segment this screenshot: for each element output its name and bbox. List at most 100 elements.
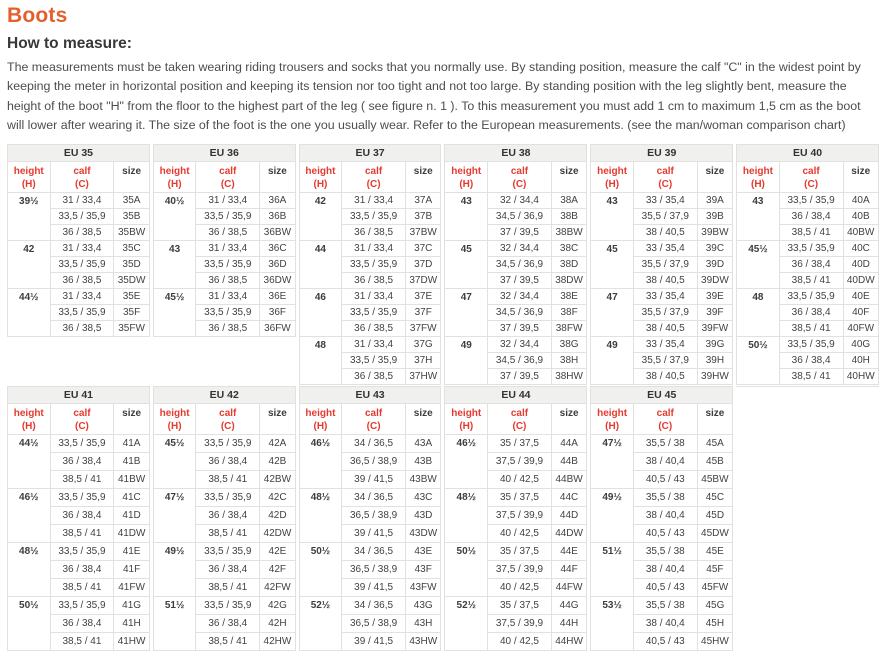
calf-cell: 33 / 35,4: [632, 336, 698, 354]
calf-cell: 33,5 / 35,9: [195, 304, 261, 322]
calf-cell: 37,5 / 39,9: [487, 452, 552, 472]
calf-label: calf: [510, 166, 529, 178]
size-cell: 43BW: [405, 470, 442, 490]
eu-size-header: EU 36: [152, 144, 296, 163]
height-cell: 48: [736, 288, 780, 338]
height-label: height: [159, 408, 190, 420]
table-row: 36 / 38,4 40D: [737, 256, 879, 274]
calf-cell: 38,5 / 41: [49, 470, 115, 490]
calf-cell: 36 / 38,5: [49, 272, 115, 290]
calf-cell: 38 / 40,4: [632, 614, 698, 634]
table-row: 38,5 / 41 40HW: [737, 368, 879, 386]
table-row: 37,5 / 39,9 44H: [445, 614, 588, 634]
table-row: 33,5 / 35,9 35B: [8, 208, 150, 226]
table-row: 51½ 33,5 / 35,9 42G: [152, 596, 296, 651]
height-column-header: height (H): [298, 161, 343, 194]
height-cell: 47: [444, 288, 489, 338]
size-column-header: size: [113, 161, 150, 194]
table-row: EU 36: [152, 144, 296, 163]
size-cell: 36E: [259, 288, 296, 306]
table-row: 33,5 / 35,9 36F: [153, 304, 296, 322]
size-cell: 44HW: [550, 632, 588, 651]
table-row: 40 / 42,5 44FW: [445, 578, 588, 598]
calf-cell: 38,5 / 41: [778, 320, 844, 338]
size-column-header: size: [550, 161, 588, 194]
calf-cell: 33,5 / 35,9: [195, 208, 261, 226]
height-column-header: height (H): [444, 403, 489, 436]
calf-sub-label: (C): [220, 179, 235, 191]
calf-cell: 37 / 39,5: [487, 320, 552, 338]
size-cell: 45D: [696, 506, 734, 526]
size-cell: 39BW: [696, 224, 734, 242]
calf-cell: 38,5 / 41: [195, 524, 261, 544]
table-row: 47 33 / 35,4 39E: [590, 288, 734, 338]
size-cell: 45HW: [696, 632, 734, 651]
table-row: 40 / 42,5 44HW: [445, 632, 588, 651]
height-cell: 50½: [736, 336, 780, 386]
calf-cell: 32 / 34,4: [487, 192, 552, 210]
calf-sub-label: (C): [512, 179, 527, 191]
table-row: EU 40: [736, 144, 879, 163]
height-cell: 42: [7, 240, 51, 290]
calf-cell: 38,5 / 41: [778, 272, 844, 290]
size-group-eu-40: EU 40 height (H) calf (C) size 43 33,5 / 35,9 40…: [736, 144, 879, 386]
calf-cell: 38,5 / 41: [49, 578, 115, 598]
table-row: 48 33,5 / 35,9 40E: [736, 288, 879, 338]
calf-cell: 33,5 / 35,9: [341, 304, 407, 322]
table-row: 36 / 38,5 37HW: [299, 368, 442, 386]
calf-label: calf: [219, 408, 237, 420]
height-cell: 46½: [444, 434, 489, 490]
size-cell: 35E: [113, 288, 150, 306]
height-cell: 42: [298, 192, 343, 242]
size-cell: 42H: [259, 614, 296, 634]
size-cell: 42G: [259, 596, 296, 616]
calf-cell: 37 / 39,5: [487, 224, 552, 242]
measure-instructions: The measurements must be taken wearing r…: [7, 60, 861, 133]
calf-cell: 38,5 / 41: [49, 524, 115, 544]
calf-column-header: calf (C): [341, 161, 407, 194]
size-cell: 36A: [259, 192, 296, 210]
table-row: 35,5 / 37,9 39D: [591, 256, 734, 274]
height-cell: 50½: [444, 542, 489, 598]
size-cell: 40B: [842, 208, 879, 226]
calf-cell: 36 / 38,4: [49, 506, 115, 526]
size-cell: 40F: [842, 304, 879, 322]
calf-cell: 38,5 / 41: [195, 470, 261, 490]
table-row: 49½ 33,5 / 35,9 42E: [152, 542, 296, 598]
size-cell: 41D: [113, 506, 150, 526]
table-row: 47½ 35,5 / 38 45A: [590, 434, 734, 490]
calf-cell: 40,5 / 43: [632, 578, 698, 598]
size-group-eu-35: EU 35 height (H) calf (C) size 39½ 31 / 33,4 35A…: [7, 144, 150, 338]
height-cell: 46½: [7, 488, 51, 544]
table-row: EU 42: [152, 386, 296, 405]
calf-column-header: calf (C): [195, 403, 261, 436]
table-row: 34,5 / 36,9 38D: [445, 256, 588, 274]
table-row: 36 / 38,4 41D: [8, 506, 150, 526]
table-row: 43 31 / 33,4 36C: [152, 240, 296, 290]
size-cell: 41DW: [113, 524, 150, 544]
size-cell: 42HW: [259, 632, 296, 651]
table-row: 36 / 38,5 35DW: [8, 272, 150, 290]
calf-column-header: calf (C): [195, 161, 261, 194]
calf-cell: 35,5 / 37,9: [632, 208, 698, 226]
size-column-header: size: [405, 403, 442, 436]
size-table-eu35-40: EU 35 height (H) calf (C) size 39½ 31 / 33,4 35A…: [7, 144, 879, 386]
table-row: 49½ 35,5 / 38 45C: [590, 488, 734, 544]
calf-cell: 38 / 40,5: [632, 224, 698, 242]
height-sub-label: (H): [605, 421, 620, 433]
height-cell: 45: [444, 240, 489, 290]
table-row: height (H) calf (C) size: [444, 403, 588, 436]
eu-size-header: EU 44: [444, 386, 588, 405]
size-cell: 38FW: [550, 320, 588, 338]
size-cell: 38H: [550, 352, 588, 370]
size-cell: 40FW: [842, 320, 879, 338]
table-row: 33,5 / 35,9 37H: [299, 352, 442, 370]
calf-cell: 39 / 41,5: [341, 470, 407, 490]
table-row: 44½ 33,5 / 35,9 41A: [7, 434, 150, 490]
size-cell: 40G: [842, 336, 879, 354]
calf-sub-label: (C): [804, 179, 819, 191]
height-cell: 47½: [590, 434, 634, 490]
table-row: 38,5 / 41 41DW: [8, 524, 150, 544]
height-sub-label: (H): [750, 179, 765, 191]
